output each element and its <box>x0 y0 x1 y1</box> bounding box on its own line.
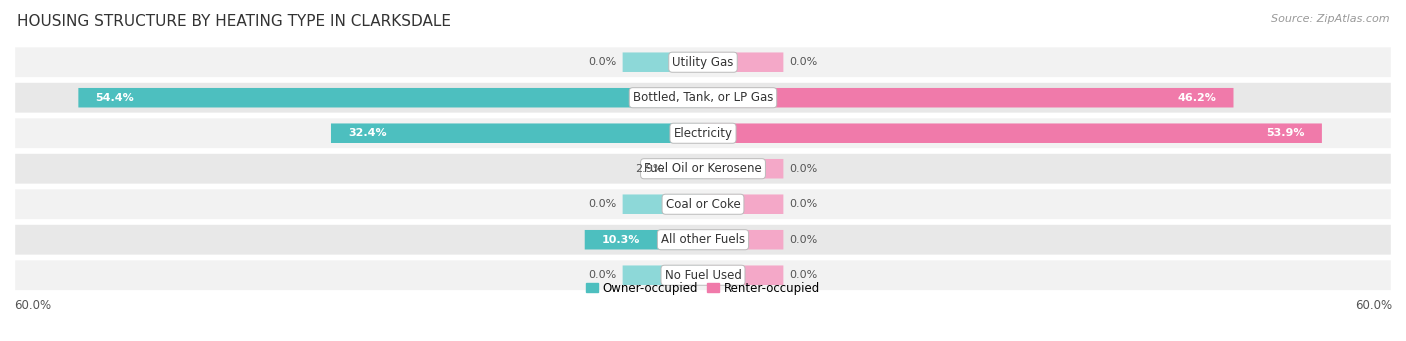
Text: 0.0%: 0.0% <box>589 270 617 280</box>
FancyBboxPatch shape <box>623 53 703 72</box>
Text: 60.0%: 60.0% <box>14 299 51 312</box>
Text: Utility Gas: Utility Gas <box>672 56 734 69</box>
FancyBboxPatch shape <box>79 88 703 107</box>
Text: 60.0%: 60.0% <box>1355 299 1392 312</box>
Text: 53.9%: 53.9% <box>1267 128 1305 138</box>
Text: All other Fuels: All other Fuels <box>661 233 745 246</box>
FancyBboxPatch shape <box>15 189 1391 219</box>
Text: 0.0%: 0.0% <box>789 235 817 245</box>
Text: Coal or Coke: Coal or Coke <box>665 198 741 211</box>
FancyBboxPatch shape <box>703 88 1233 107</box>
FancyBboxPatch shape <box>330 123 703 143</box>
Text: No Fuel Used: No Fuel Used <box>665 269 741 282</box>
FancyBboxPatch shape <box>703 265 783 285</box>
Text: HOUSING STRUCTURE BY HEATING TYPE IN CLARKSDALE: HOUSING STRUCTURE BY HEATING TYPE IN CLA… <box>17 14 451 29</box>
FancyBboxPatch shape <box>703 123 1322 143</box>
FancyBboxPatch shape <box>15 118 1391 148</box>
Text: 2.9%: 2.9% <box>636 164 664 174</box>
Text: 54.4%: 54.4% <box>96 93 135 103</box>
Text: 0.0%: 0.0% <box>789 57 817 67</box>
FancyBboxPatch shape <box>669 159 703 178</box>
Text: 32.4%: 32.4% <box>349 128 387 138</box>
Text: 0.0%: 0.0% <box>789 199 817 209</box>
FancyBboxPatch shape <box>15 83 1391 113</box>
FancyBboxPatch shape <box>623 265 703 285</box>
FancyBboxPatch shape <box>15 225 1391 255</box>
Text: 0.0%: 0.0% <box>789 164 817 174</box>
FancyBboxPatch shape <box>703 159 783 178</box>
Legend: Owner-occupied, Renter-occupied: Owner-occupied, Renter-occupied <box>581 277 825 299</box>
Text: Electricity: Electricity <box>673 127 733 140</box>
FancyBboxPatch shape <box>15 154 1391 184</box>
FancyBboxPatch shape <box>623 194 703 214</box>
Text: Source: ZipAtlas.com: Source: ZipAtlas.com <box>1271 14 1389 24</box>
Text: 0.0%: 0.0% <box>589 57 617 67</box>
Text: 10.3%: 10.3% <box>602 235 640 245</box>
Text: 0.0%: 0.0% <box>789 270 817 280</box>
FancyBboxPatch shape <box>703 230 783 250</box>
Text: 0.0%: 0.0% <box>589 199 617 209</box>
FancyBboxPatch shape <box>585 230 703 250</box>
FancyBboxPatch shape <box>703 194 783 214</box>
Text: Bottled, Tank, or LP Gas: Bottled, Tank, or LP Gas <box>633 91 773 104</box>
FancyBboxPatch shape <box>15 260 1391 290</box>
Text: 46.2%: 46.2% <box>1177 93 1216 103</box>
FancyBboxPatch shape <box>15 47 1391 77</box>
FancyBboxPatch shape <box>703 53 783 72</box>
Text: Fuel Oil or Kerosene: Fuel Oil or Kerosene <box>644 162 762 175</box>
